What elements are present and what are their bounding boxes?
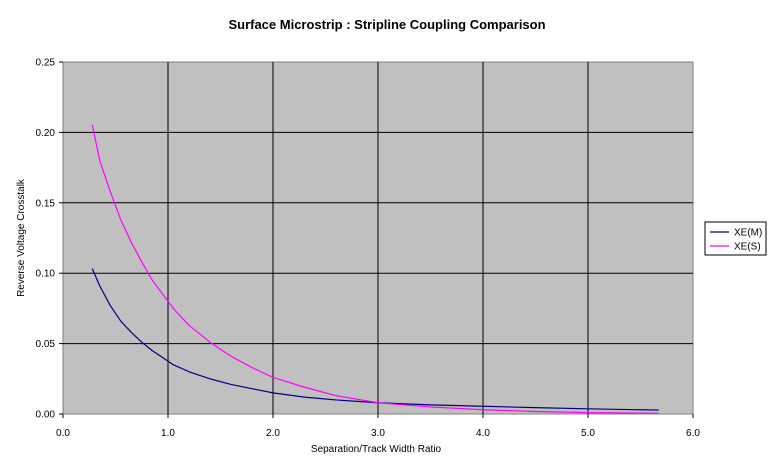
x-tick-label: 6.0 (686, 428, 700, 439)
y-tick-label: 0.10 (36, 269, 56, 280)
series-line-xe-s (91, 124, 659, 414)
y-tick-label: 0.20 (36, 128, 56, 139)
legend-label-xe-s: XE(S) (734, 242, 761, 253)
x-tick-label: 1.0 (161, 428, 175, 439)
x-tick-label: 5.0 (581, 428, 595, 439)
x-axis-label: Separation/Track Width Ratio (311, 444, 442, 455)
y-tick-label: 0.25 (36, 58, 56, 69)
y-tick-label: 0.00 (36, 410, 56, 421)
y-axis-ticks: 0.00 0.05 0.10 0.15 0.20 0.25 (36, 58, 63, 421)
y-tick-label: 0.15 (36, 198, 56, 209)
legend: XE(M) XE(S) (704, 221, 767, 256)
legend-label-xe-m: XE(M) (734, 228, 762, 239)
x-axis-ticks: 0.0 1.0 2.0 3.0 4.0 5.0 6.0 (56, 414, 700, 439)
x-tick-label: 4.0 (476, 428, 490, 439)
x-tick-label: 2.0 (266, 428, 280, 439)
chart-title: Surface Microstrip : Stripline Coupling … (228, 17, 545, 32)
grid (63, 62, 693, 414)
legend-box (704, 221, 767, 256)
series-line-xe-m (91, 268, 659, 411)
y-tick-label: 0.05 (36, 339, 56, 350)
series-lines (91, 124, 659, 414)
x-tick-label: 3.0 (371, 428, 385, 439)
x-tick-label: 0.0 (56, 428, 70, 439)
y-axis-label: Reverse Voltage Crosstalk (16, 178, 27, 297)
